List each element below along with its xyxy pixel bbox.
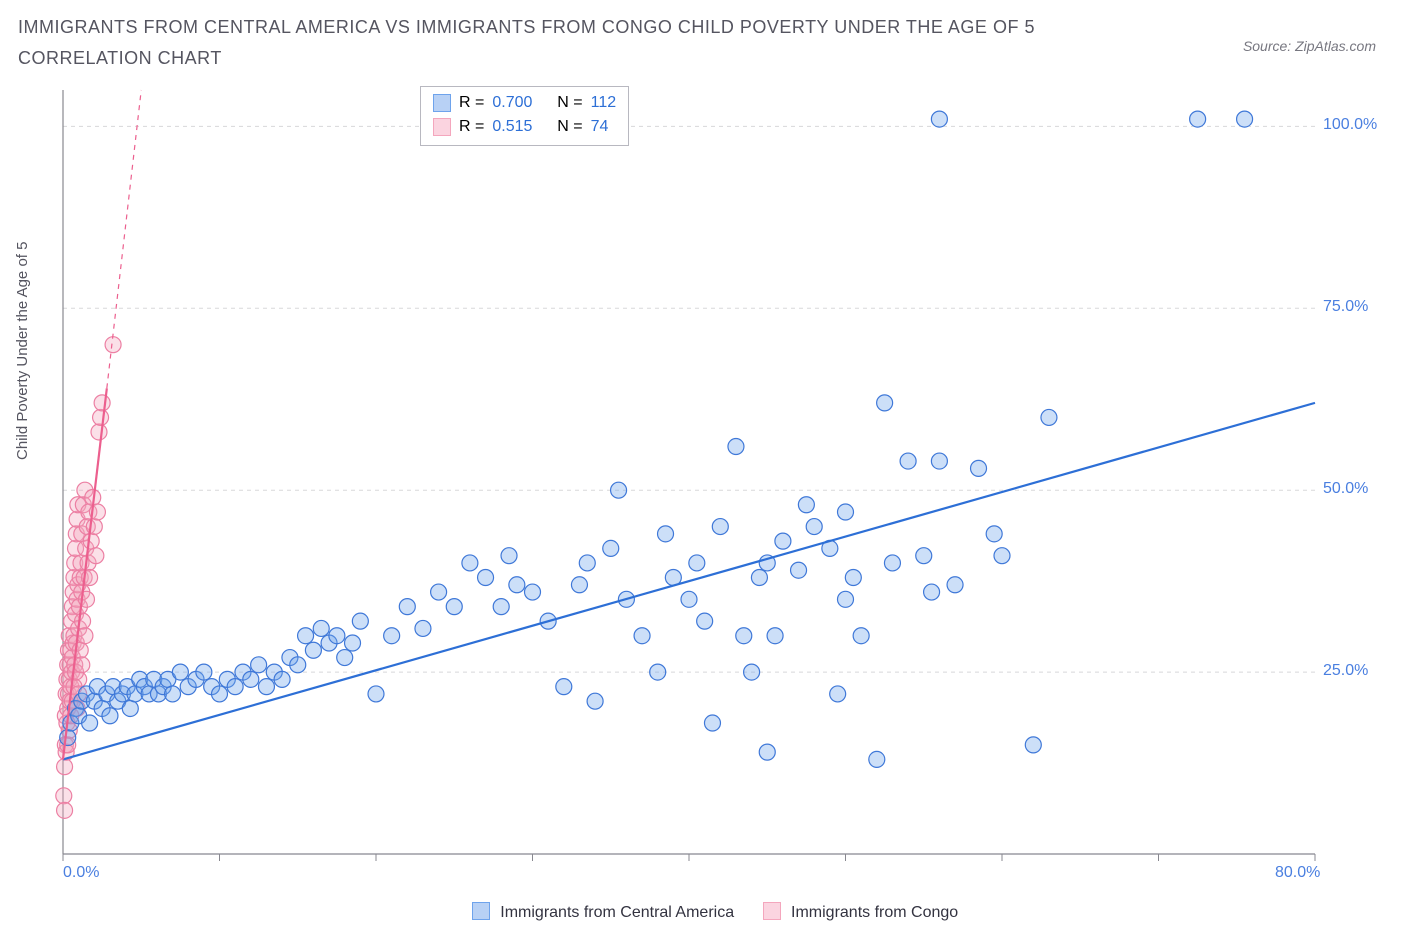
y-tick-label: 25.0%	[1323, 662, 1368, 680]
r-value-a: 0.700	[492, 94, 532, 112]
r-label: R =	[459, 118, 484, 136]
legend-swatch-b-bottom	[763, 902, 781, 920]
x-tick-label: 80.0%	[1275, 864, 1320, 882]
legend-swatch-b	[433, 118, 451, 136]
legend-swatch-a	[433, 94, 451, 112]
legend-row-series-b: R = 0.515 N = 74	[433, 115, 616, 139]
x-tick-label: 0.0%	[63, 864, 99, 882]
legend-row-series-a: R = 0.700 N = 112	[433, 91, 616, 115]
legend-label-a: Immigrants from Central America	[500, 904, 734, 921]
chart-title: IMMIGRANTS FROM CENTRAL AMERICA VS IMMIG…	[18, 12, 1118, 73]
n-label: N =	[557, 118, 582, 136]
r-value-b: 0.515	[492, 118, 532, 136]
correlation-legend: R = 0.700 N = 112 R = 0.515 N = 74	[420, 86, 629, 146]
source-attribution: Source: ZipAtlas.com	[1243, 38, 1376, 54]
y-axis-label: Child Poverty Under the Age of 5	[14, 242, 31, 460]
legend-swatch-a-bottom	[472, 902, 490, 920]
legend-label-b: Immigrants from Congo	[791, 904, 958, 921]
n-value-b: 74	[591, 118, 609, 136]
y-tick-label: 50.0%	[1323, 480, 1368, 498]
y-tick-label: 100.0%	[1323, 116, 1377, 134]
n-label: N =	[557, 94, 582, 112]
y-tick-label: 75.0%	[1323, 298, 1368, 316]
scatter-plot	[55, 82, 1375, 872]
series-legend: Immigrants from Central America Immigran…	[0, 902, 1406, 922]
n-value-a: 112	[591, 94, 617, 112]
r-label: R =	[459, 94, 484, 112]
